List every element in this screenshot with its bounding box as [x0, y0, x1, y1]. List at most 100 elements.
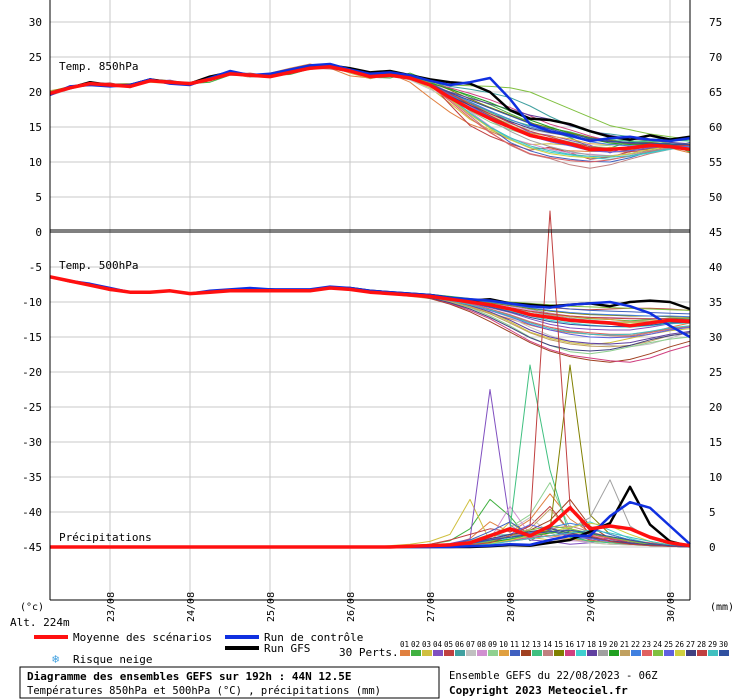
t500-plot-area [50, 232, 690, 600]
pert-id-label: 10 [499, 640, 509, 649]
pert-color-swatch [620, 650, 630, 656]
y-right-tick-label: 55 [709, 156, 722, 169]
y-right-tick-label: 45 [709, 226, 722, 239]
y-tick-label: -5 [29, 261, 42, 274]
x-tick-label: 30/08 [666, 592, 677, 622]
y-right-tick-label: 30 [709, 331, 722, 344]
pert-id-label: 08 [477, 640, 487, 649]
pert-id-label: 22 [631, 640, 640, 649]
y-right-tick-label: 25 [709, 366, 722, 379]
y-tick-label: 0 [35, 226, 42, 239]
x-tick-label: 27/08 [426, 592, 437, 622]
perts-legend: 01 02 03 04 05 06 07 08 09 10 11 12 13 14 15 16 17 18 19 20… [400, 640, 729, 656]
y-right-tick-label: 70 [709, 51, 722, 64]
run-info: Ensemble GEFS du 22/08/2023 - 06Z [449, 670, 658, 682]
y-right-tick-label: 20 [709, 401, 722, 414]
pert-color-swatch [422, 650, 432, 656]
pert-id-label: 12 [521, 640, 530, 649]
pert-id-label: 30 [719, 640, 729, 649]
pert-id-label: 09 [488, 640, 497, 649]
pert-color-swatch [598, 650, 608, 656]
y-tick-label: 15 [29, 121, 42, 134]
pert-color-swatch [719, 650, 729, 656]
pert-id-label: 18 [587, 640, 597, 649]
pert-color-swatch [708, 650, 718, 656]
pert-id-label: 17 [576, 640, 585, 649]
pert-id-label: 21 [620, 640, 629, 649]
pert-color-swatch [587, 650, 597, 656]
pert-color-swatch [466, 650, 476, 656]
axes: 23/08 24/08 25/08 26/08 27/08 28/08 29/08 30/08… [22, 16, 722, 622]
t500-mean-line [49, 275, 691, 328]
pert-color-swatch [576, 650, 586, 656]
pert-color-swatch [543, 650, 553, 656]
pert-id-label: 29 [708, 640, 717, 649]
t850-label: Temp. 850hPa [59, 60, 138, 73]
y-tick-label: -45 [22, 541, 42, 554]
y-tick-label: 20 [29, 86, 42, 99]
pert-color-swatch [642, 650, 652, 656]
pert-color-swatch [521, 650, 531, 656]
pert-id-label: 27 [686, 640, 695, 649]
pert-id-label: 02 [411, 640, 420, 649]
precip-mean-line [50, 506, 691, 549]
pert-id-label: 25 [664, 640, 673, 649]
x-tick-label: 28/08 [506, 592, 517, 622]
pert-color-swatch [565, 650, 575, 656]
pert-id-label: 13 [532, 640, 541, 649]
copyright: Copyright 2023 Meteociel.fr [449, 684, 628, 697]
pert-id-label: 04 [433, 640, 443, 649]
y-right-tick-label: 15 [709, 436, 722, 449]
pert-id-label: 03 [422, 640, 431, 649]
pert-color-swatch [554, 650, 564, 656]
pert-color-swatch [477, 650, 487, 656]
pert-color-swatch [455, 650, 465, 656]
y-right-tick-label: 75 [709, 16, 722, 29]
pert-color-swatch [609, 650, 619, 656]
pert-color-swatch [675, 650, 685, 656]
y-tick-label: -15 [22, 331, 42, 344]
y-tick-label: -30 [22, 436, 42, 449]
y-right-tick-label: 60 [709, 121, 722, 134]
series-group [49, 62, 691, 549]
y-right-tick-label: 35 [709, 296, 722, 309]
t850-plot-area [50, 0, 690, 230]
y-tick-label: 25 [29, 51, 42, 64]
pert-id-label: 16 [565, 640, 575, 649]
pert-color-swatch [631, 650, 641, 656]
legend-perts-label: 30 Perts. [339, 646, 399, 659]
legend-control-label: Run de contrôle [264, 631, 363, 644]
pert-color-swatch [664, 650, 674, 656]
x-tick-label: 25/08 [266, 592, 277, 622]
legend-snow-label: Risque neige [73, 653, 152, 666]
pert-color-swatch [499, 650, 509, 656]
pert-id-label: 24 [653, 640, 663, 649]
pert-color-swatch [488, 650, 498, 656]
y-tick-label: 5 [35, 191, 42, 204]
y-tick-label: -40 [22, 506, 42, 519]
info-box [19, 666, 440, 699]
y-right-tick-label: 50 [709, 191, 722, 204]
y-right-tick-label: 5 [709, 506, 716, 519]
pert-id-label: 26 [675, 640, 685, 649]
y-tick-label: -20 [22, 366, 42, 379]
right-unit-label: (mm) [710, 602, 734, 613]
x-tick-label: 24/08 [186, 592, 197, 622]
legend: Moyenne des scénarios Run de contrôle Ru… [34, 631, 729, 666]
altitude-label: Alt. 224m [10, 616, 70, 629]
t500-label: Temp. 500hPa [59, 259, 138, 272]
x-tick-label: 23/08 [106, 592, 117, 622]
legend-gfs-label: Run GFS [264, 642, 310, 655]
t850-mean-line [49, 65, 691, 152]
y-tick-label: 30 [29, 16, 42, 29]
pert-id-label: 05 [444, 640, 453, 649]
y-tick-label: -25 [22, 401, 42, 414]
pert-id-label: 20 [609, 640, 619, 649]
pert-id-label: 11 [510, 640, 519, 649]
y-tick-label: -35 [22, 471, 42, 484]
y-right-tick-label: 0 [709, 541, 716, 554]
y-tick-label: -10 [22, 296, 42, 309]
y-right-tick-label: 40 [709, 261, 722, 274]
pert-id-label: 15 [554, 640, 563, 649]
